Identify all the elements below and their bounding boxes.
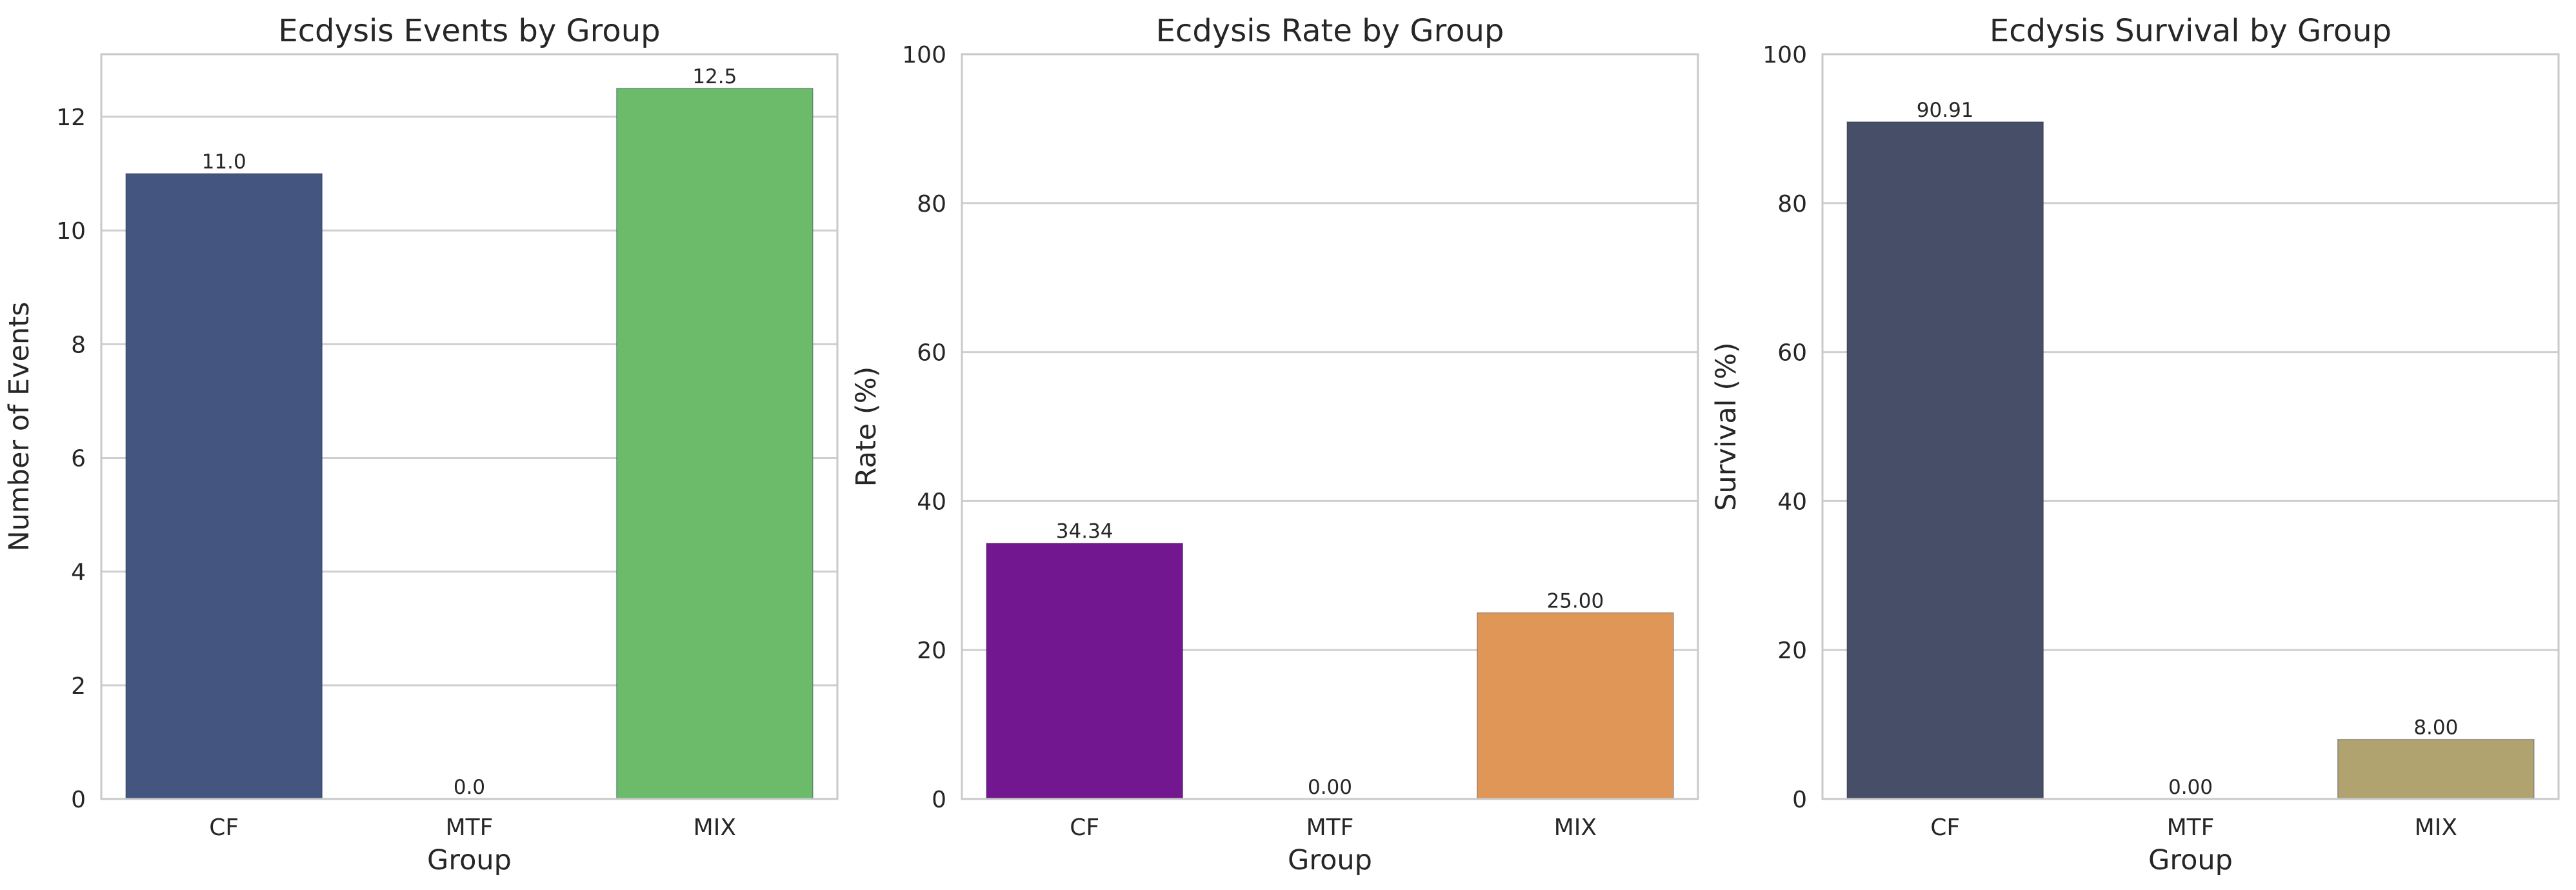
y-tick-label: 20	[1777, 638, 1807, 664]
bar-value-label: 0.0	[454, 776, 485, 799]
y-axis-label: Number of Events	[3, 301, 35, 551]
y-tick-label: 80	[917, 191, 946, 217]
x-tick-label: MIX	[694, 814, 736, 841]
bar-value-label: 25.00	[1546, 590, 1604, 613]
bar-cf	[1846, 121, 2044, 800]
x-tick-label: MTF	[446, 814, 494, 841]
chart-panel-events: 11.0 CF 0.0 MTF 12.5 MIX 0 2 4 6 8 10 12 Ecdysis Even…	[3, 13, 839, 876]
x-tick-label: CF	[209, 814, 239, 841]
y-tick-label: 20	[917, 638, 946, 664]
y-tick-label: 6	[71, 445, 86, 472]
y-tick-label: 40	[1777, 489, 1807, 515]
chart-title: Ecdysis Survival by Group	[1990, 13, 2391, 49]
bar-cf	[125, 173, 323, 800]
bar-value-label: 8.00	[2413, 716, 2458, 740]
x-tick-label: CF	[1930, 814, 1960, 841]
x-tick-label: MTF	[2167, 814, 2215, 841]
bar-value-label: 34.34	[1056, 520, 1113, 543]
chart-panel-survival: 90.91 CF 0.00 MTF 8.00 MIX 0 20 40 60 80 100 Ecdysis…	[1710, 13, 2560, 876]
y-tick-label: 80	[1777, 191, 1807, 217]
y-axis-label: Survival (%)	[1710, 342, 1742, 511]
bar-cf	[986, 542, 1184, 800]
bar-value-label: 11.0	[202, 150, 246, 174]
plot-frame	[100, 53, 839, 800]
x-tick-label: MIX	[1554, 814, 1597, 841]
y-tick-label: 0	[932, 787, 946, 813]
plot-frame	[961, 53, 1699, 800]
x-axis-label: Group	[427, 844, 512, 876]
y-tick-label: 100	[1762, 42, 1807, 68]
bar-mix	[2337, 738, 2535, 800]
x-tick-label: CF	[1070, 814, 1099, 841]
chart-title: Ecdysis Events by Group	[278, 13, 660, 49]
y-tick-label: 60	[917, 340, 946, 367]
bar-mix	[615, 88, 814, 800]
y-tick-label: 8	[71, 332, 86, 358]
chart-panel-rate: 34.34 CF 0.00 MTF 25.00 MIX 0 20 40 60 80 100 Ecdysi…	[850, 13, 1699, 876]
x-axis-label: Group	[2148, 844, 2233, 876]
bar-mix	[1476, 612, 1674, 800]
y-tick-label: 2	[71, 673, 86, 700]
bar-value-label: 0.00	[1308, 776, 1352, 799]
bar-value-label: 90.91	[1917, 99, 1974, 122]
plot-frame	[1821, 53, 2560, 800]
bar-value-label: 12.5	[692, 65, 737, 88]
y-axis-label: Rate (%)	[850, 367, 883, 487]
x-axis-label: Group	[1288, 844, 1372, 876]
x-tick-label: MIX	[2415, 814, 2457, 841]
y-tick-label: 0	[1792, 787, 1807, 813]
y-tick-label: 40	[917, 489, 946, 515]
y-tick-label: 100	[902, 42, 946, 68]
chart-title: Ecdysis Rate by Group	[1156, 13, 1504, 49]
bar-value-label: 0.00	[2168, 776, 2213, 799]
y-tick-label: 0	[71, 787, 86, 813]
y-tick-label: 60	[1777, 340, 1807, 367]
x-tick-label: MTF	[1306, 814, 1354, 841]
y-tick-label: 12	[56, 105, 86, 131]
y-tick-label: 4	[71, 560, 86, 586]
y-tick-label: 10	[56, 218, 86, 245]
